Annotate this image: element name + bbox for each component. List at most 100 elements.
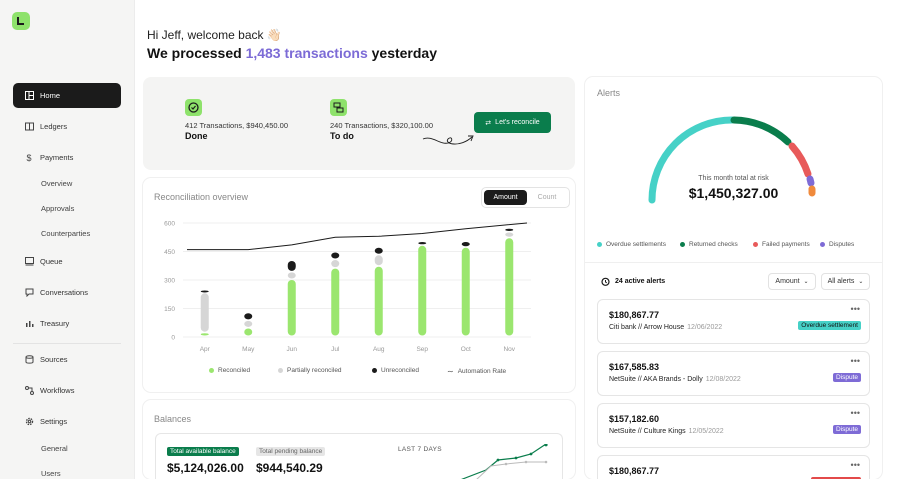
alert-source-text: NetSuite // AKA Brands - Dolly [609, 376, 703, 383]
home-icon [24, 91, 34, 101]
sidebar-item-workflows[interactable]: Workflows [13, 378, 121, 403]
toggle-count[interactable]: Count [537, 194, 557, 201]
alert-source: Citi bank // Arrow House 12/06/2022 [609, 324, 722, 331]
x-tick-label: Sep [416, 346, 428, 353]
bar-partial [287, 272, 296, 279]
headline-suffix: yesterday [367, 45, 438, 61]
period-label: LAST 7 DAYS [398, 446, 442, 453]
chevron-down-icon: ⌄ [858, 279, 864, 285]
alert-source-text: NetSuite // Culture Kings [609, 428, 686, 435]
sidebar-item-conversations[interactable]: Conversations [13, 280, 121, 305]
gauge-legend-disputes: Disputes [820, 241, 854, 248]
more-icon[interactable]: ••• [850, 460, 860, 470]
available-balance-label: Total available balance [167, 447, 239, 456]
sidebar-item-treasury[interactable]: Treasury [13, 311, 121, 336]
headline-highlight: 1,483 transactions [245, 45, 368, 61]
sidebar-subitem-approvals[interactable]: Approvals [41, 204, 75, 213]
alert-item[interactable]: $180,867.77 ••• [597, 455, 870, 479]
alert-item[interactable]: $157,182.60 NetSuite // Culture Kings 12/… [597, 403, 870, 448]
legend-dot [597, 242, 602, 247]
x-tick-label: Aug [373, 346, 385, 353]
alert-item[interactable]: $167,585.83 NetSuite // AKA Brands - Dol… [597, 351, 870, 396]
legend-dot [820, 242, 825, 247]
legend-dot [278, 368, 283, 373]
bar-unreconciled [505, 228, 514, 231]
filter-dropdown-value: All alerts [827, 278, 855, 285]
status-badge: Dispute [832, 373, 861, 382]
bar-partial [244, 320, 253, 327]
sidebar-item-label: Sources [40, 355, 68, 364]
y-tick-label: 0 [171, 335, 175, 342]
dollar-icon: $ [26, 152, 32, 163]
x-tick-label: Jul [331, 346, 340, 353]
alert-amount: $167,585.83 [609, 362, 660, 372]
alert-source: NetSuite // AKA Brands - Dolly 12/08/2022 [609, 376, 741, 383]
gear-icon [24, 417, 34, 427]
bar-partial [200, 293, 209, 332]
summary-card: 412 Transactions, $940,450.00 Done 240 T… [143, 77, 575, 170]
sidebar-subitem-overview[interactable]: Overview [41, 179, 73, 188]
available-balance-value: $5,124,026.00 [167, 461, 244, 475]
reconciliation-chart: 0 150 300 450 600 Apr May Jun Jul Aug Sep Oct Nov [164, 221, 531, 353]
reconcile-button[interactable]: ⇄ Let's reconcile [474, 112, 551, 133]
bar-partial [505, 232, 514, 237]
more-icon[interactable]: ••• [850, 408, 860, 418]
balance-sparkline [460, 444, 548, 479]
legend-label: Overdue settlements [606, 241, 666, 248]
alarm-icon [601, 277, 610, 286]
todo-transfer-icon [330, 99, 347, 116]
alert-amount: $157,182.60 [609, 414, 660, 424]
bar-partial [331, 260, 340, 268]
alert-date: 12/08/2022 [705, 376, 741, 383]
sidebar-item-sources[interactable]: Sources [13, 347, 121, 372]
filter-dropdown[interactable]: All alerts ⌄ [821, 273, 870, 290]
sidebar-item-label: Workflows [40, 386, 75, 395]
sidebar-subitem-general[interactable]: General [41, 444, 68, 453]
bar-reconciled [244, 328, 253, 336]
alert-amount: $180,867.77 [609, 310, 660, 320]
sidebar-subitem-counterparties[interactable]: Counterparties [41, 229, 91, 238]
sort-dropdown[interactable]: Amount ⌄ [768, 273, 816, 290]
legend-label: Failed payments [762, 241, 810, 248]
active-alerts-header: 24 active alerts [601, 277, 665, 286]
sidebar-item-ledgers[interactable]: Ledgers [13, 114, 121, 139]
sidebar-item-label: Ledgers [40, 122, 68, 131]
sidebar-subitem-users[interactable]: Users [41, 469, 61, 478]
legend-label: Reconciled [218, 367, 251, 374]
x-tick-label: Oct [461, 346, 471, 353]
sidebar-item-payments[interactable]: $ Payments [13, 145, 121, 170]
chat-icon [24, 288, 34, 298]
arrow-squiggle-icon [422, 135, 474, 145]
bar-reconciled [287, 280, 296, 336]
pending-balance-value: $944,540.29 [256, 461, 323, 475]
alert-item[interactable]: $180,867.77 Citi bank // Arrow House 12/0… [597, 299, 870, 344]
gauge-legend-returned: Returned checks [680, 241, 738, 248]
legend-label: Unreconciled [381, 367, 419, 374]
alert-source-text: Citi bank // Arrow House [609, 324, 685, 331]
sidebar-item-queue[interactable]: Queue [13, 249, 121, 274]
reconcile-button-label: Let's reconcile [495, 119, 540, 126]
bar-chart-icon [24, 319, 34, 329]
more-icon[interactable]: ••• [850, 304, 860, 314]
sidebar: Home Ledgers $ Payments Overview Approva… [0, 0, 135, 479]
greeting: Hi Jeff, welcome back 👋🏻 [147, 28, 282, 42]
alert-date: 12/05/2022 [688, 428, 724, 435]
toggle-amount[interactable]: Amount [484, 190, 527, 205]
balances-title: Balances [154, 414, 192, 424]
bar-unreconciled [287, 261, 296, 271]
more-icon[interactable]: ••• [850, 356, 860, 366]
bar-reconciled [461, 247, 470, 336]
legend-dot [209, 368, 214, 373]
done-label: Done [185, 131, 208, 141]
sidebar-item-home[interactable]: Home [13, 83, 121, 108]
bar-reconciled [418, 245, 427, 336]
legend-partial: Partially reconciled [278, 367, 342, 374]
active-alerts-count: 24 active alerts [615, 278, 666, 285]
sidebar-item-settings[interactable]: Settings [13, 409, 121, 434]
y-tick-label: 300 [164, 278, 175, 285]
status-badge: Dispute [832, 425, 861, 434]
headline-prefix: We processed [147, 45, 246, 61]
app-logo[interactable] [12, 12, 30, 30]
bar-unreconciled [374, 247, 383, 254]
metric-toggle: Amount Count [481, 187, 570, 208]
